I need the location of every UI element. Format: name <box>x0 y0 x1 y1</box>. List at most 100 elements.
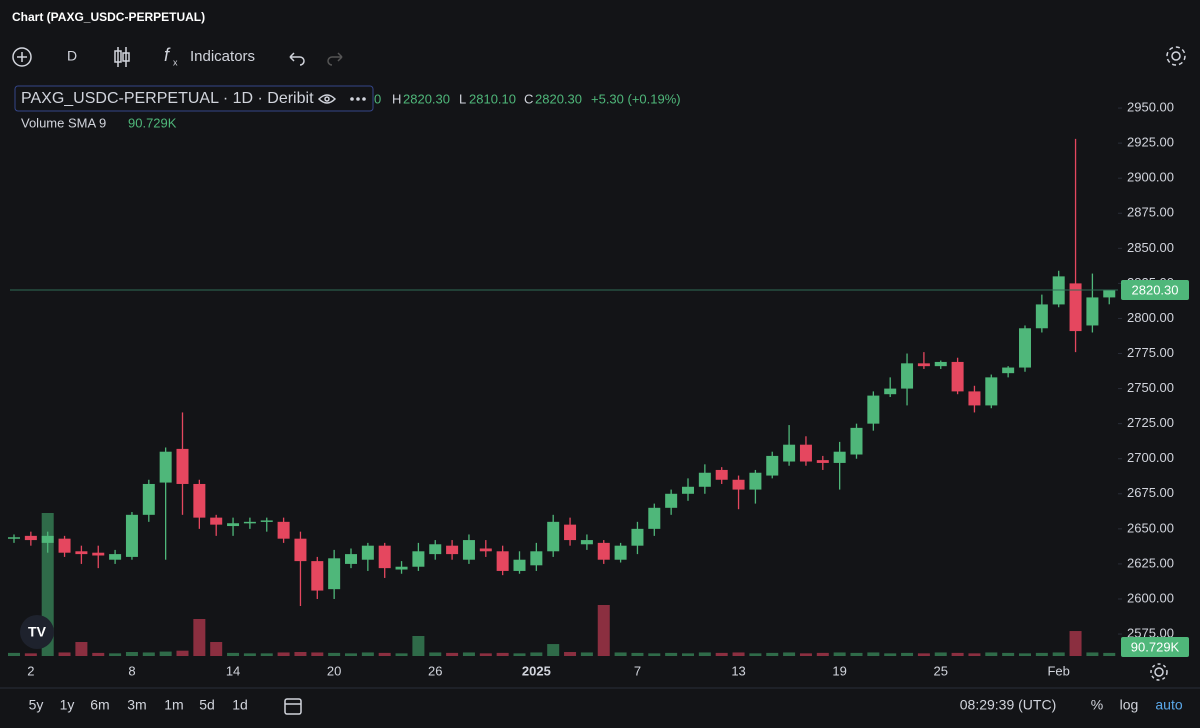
more-icon[interactable] <box>350 97 366 101</box>
x-tick-label: 2025 <box>522 663 551 678</box>
candle-body <box>985 377 998 406</box>
candle-body <box>8 537 20 539</box>
candle-body <box>968 391 981 406</box>
interval-button[interactable]: D <box>67 48 77 64</box>
range-button[interactable]: 1y <box>60 697 75 713</box>
window-title: Chart (PAXG_USDC-PERPETUAL) <box>12 10 205 24</box>
bottom-bar: 5y 1y 6m 3m 1m 5d 1d <box>29 697 248 713</box>
candle-body <box>378 545 391 569</box>
auto-toggle[interactable]: auto <box>1155 697 1182 713</box>
legend-symbol: PAXG_USDC-PERPETUAL · 1D · Deribit <box>21 90 314 107</box>
y-tick-label: 2650.00 <box>1127 520 1174 535</box>
y-tick-label: 2575.00 <box>1127 625 1174 640</box>
range-button[interactable]: 5d <box>199 697 215 713</box>
volume-bar <box>193 618 206 656</box>
volume-bar <box>564 652 577 656</box>
candle-body <box>530 551 543 566</box>
legend-close: 2820.30 <box>535 91 582 106</box>
volume-bar <box>1052 652 1065 656</box>
candle-body <box>1019 328 1031 368</box>
plot: 2575.00 2600.00 2625.00 2650.00 2675.00 2700.… <box>8 99 1189 678</box>
volume-bar <box>1019 653 1031 656</box>
logo[interactable]: TV <box>20 615 54 649</box>
range-button[interactable]: 5y <box>29 697 44 713</box>
x-tick-label: Feb <box>1047 663 1069 678</box>
volume-bar <box>799 653 812 656</box>
candle-body <box>884 388 897 395</box>
chart-type-button[interactable] <box>114 47 130 67</box>
candle-body <box>951 361 964 392</box>
candle-body <box>75 551 88 555</box>
percent-toggle[interactable]: % <box>1091 697 1103 713</box>
x-tick-label: 8 <box>128 663 135 678</box>
x-tick-label: 26 <box>428 663 442 678</box>
candle-body <box>496 551 509 571</box>
volume-bar <box>210 642 223 656</box>
volume-bar <box>462 652 475 656</box>
candle-body <box>665 493 678 508</box>
candle-body <box>732 479 745 490</box>
y-tick-label: 2850.00 <box>1127 240 1174 255</box>
candle-body <box>294 538 307 562</box>
legend-open: 0 <box>374 91 381 106</box>
legend-low: 2810.10 <box>469 91 516 106</box>
volume-bar <box>665 652 678 656</box>
candle-body <box>749 472 762 490</box>
log-toggle[interactable]: log <box>1120 697 1139 713</box>
candle-body <box>311 561 324 591</box>
volume-bar <box>648 653 661 656</box>
settings-button[interactable] <box>1166 46 1186 66</box>
candle-body <box>901 363 914 389</box>
volume-bar <box>345 653 357 656</box>
candle-body <box>243 521 256 524</box>
y-tick-label: 2700.00 <box>1127 450 1174 465</box>
volume-bar <box>277 652 290 656</box>
candle-body <box>682 486 694 494</box>
volume-bar <box>985 652 998 656</box>
range-button[interactable]: 6m <box>90 697 109 713</box>
candle-body <box>193 483 206 518</box>
x-tick-label: 2 <box>27 663 34 678</box>
legend-l: L <box>459 91 466 106</box>
range-button[interactable]: 1d <box>232 697 248 713</box>
volume-label-box <box>1121 637 1189 657</box>
svg-text:TV: TV <box>28 624 47 640</box>
candle-body <box>462 540 475 560</box>
redo-button[interactable] <box>327 52 343 66</box>
volume-bar <box>125 652 138 656</box>
indicators-label[interactable]: Indicators <box>190 48 255 65</box>
candle-body <box>816 460 829 463</box>
candle-body <box>260 520 273 522</box>
axis-settings[interactable] <box>1150 663 1168 681</box>
volume-bar <box>479 653 492 656</box>
clock: 08:29:39 (UTC) <box>960 697 1056 713</box>
volume-bar <box>1002 652 1015 656</box>
volume-bar <box>715 652 728 656</box>
range-button[interactable]: 3m <box>127 697 146 713</box>
legend-change: +5.30 (+0.19%) <box>591 91 681 106</box>
y-tick-label: 2925.00 <box>1127 135 1174 150</box>
candle-body <box>917 363 930 367</box>
undo-button[interactable] <box>289 52 305 66</box>
date-range-button[interactable] <box>284 698 302 715</box>
volume-legend-value: 90.729K <box>128 115 177 130</box>
y-tick-label: 2900.00 <box>1127 170 1174 185</box>
eye-icon[interactable] <box>317 94 337 104</box>
volume-bar <box>850 652 863 656</box>
volume-bar <box>58 652 71 656</box>
candle-body <box>783 444 796 462</box>
volume-bar <box>1086 652 1099 656</box>
candle-body <box>614 545 627 560</box>
range-button[interactable]: 1m <box>164 697 183 713</box>
x-tick-label: 14 <box>226 663 240 678</box>
candle-body <box>799 444 812 462</box>
volume-bar <box>142 652 155 656</box>
x-tick-label: 20 <box>327 663 341 678</box>
add-button[interactable] <box>12 47 32 67</box>
legend-box[interactable] <box>14 85 374 112</box>
svg-text:f: f <box>164 45 171 65</box>
candle-body <box>125 514 138 557</box>
candle-body <box>58 538 71 553</box>
